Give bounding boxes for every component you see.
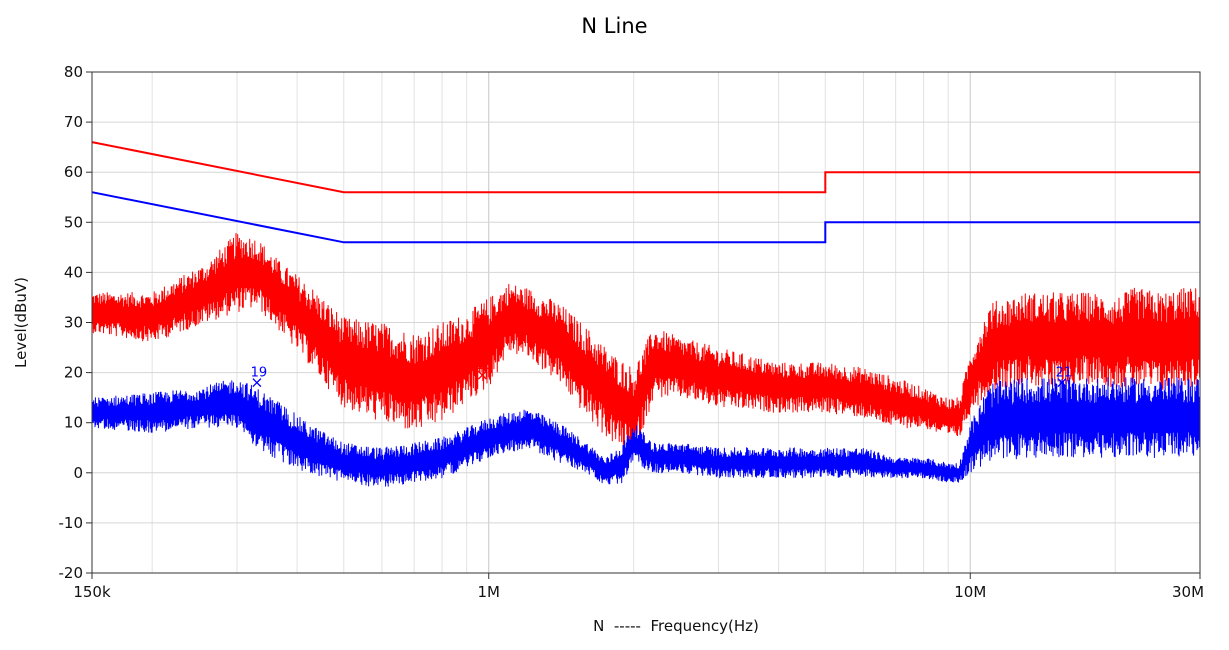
y-tick-label: 20 — [64, 364, 83, 382]
marker-19: 19 — [251, 366, 268, 388]
marker-cross — [1057, 378, 1067, 388]
x-tick-label: 30M — [1172, 583, 1204, 601]
marker-21: 21 — [1056, 366, 1073, 388]
y-tick-label: 80 — [64, 63, 83, 81]
y-tick-label: 50 — [64, 213, 83, 231]
y-tick-label: 70 — [64, 113, 83, 131]
limit-line — [91, 191, 1200, 244]
y-tick-label: 10 — [64, 414, 83, 432]
x-tick-label: 1M — [477, 583, 500, 601]
y-tick-label: 0 — [73, 464, 83, 482]
y-tick-label: 60 — [64, 163, 83, 181]
y-tick-label: -10 — [59, 514, 84, 532]
x-axis-label: N ----- Frequency(Hz) — [593, 617, 759, 635]
marker-label: 21 — [1056, 366, 1073, 381]
marker-10: 10 — [476, 358, 493, 380]
marker-label: 19 — [251, 366, 268, 381]
measurement-trace — [91, 232, 1201, 453]
y-tick-label: -20 — [59, 564, 84, 582]
y-tick-label: 30 — [64, 314, 83, 332]
series-layer — [91, 141, 1201, 487]
y-tick-label: 40 — [64, 263, 83, 281]
y-axis-label: Level(dBuV) — [12, 277, 30, 368]
x-tick-label: 150k — [73, 583, 111, 601]
x-axis: 150k 1M 10M 30M — [73, 573, 1204, 601]
measurement-trace — [91, 377, 1201, 487]
annotation-layer: 10 19 21 — [251, 358, 1073, 388]
chart-title: N Line — [581, 14, 648, 38]
x-tick-label: 10M — [954, 583, 986, 601]
y-axis: -20 -10 0 10 20 30 40 50 60 70 80 — [59, 63, 92, 582]
limit-line — [91, 141, 1200, 194]
marker-cross — [477, 370, 487, 380]
marker-label: 10 — [476, 358, 493, 373]
marker-cross — [252, 378, 262, 388]
